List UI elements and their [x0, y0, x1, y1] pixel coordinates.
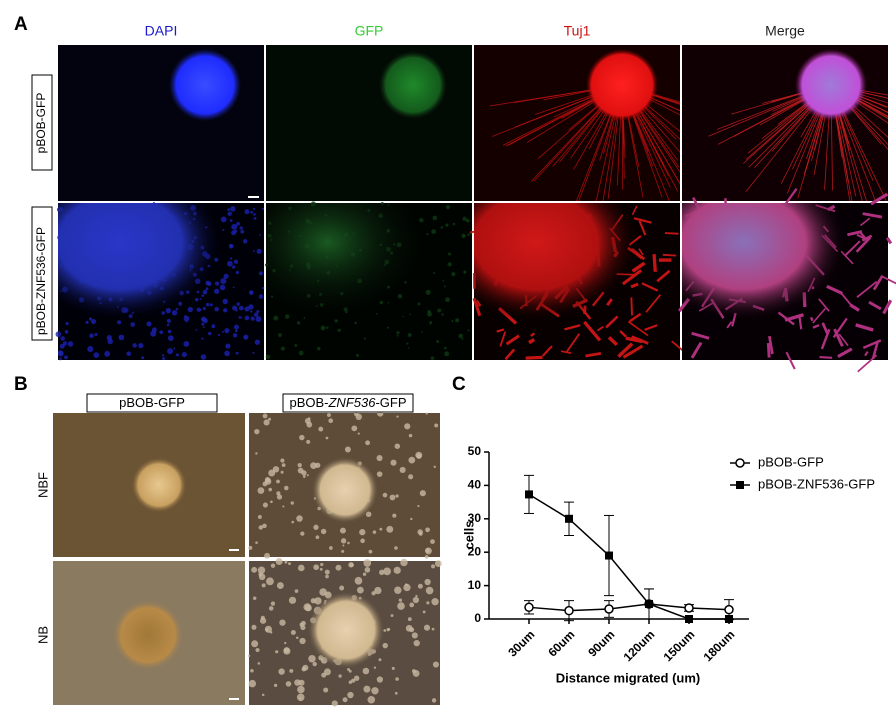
x-axis-label: Distance migrated (um) [556, 670, 700, 685]
marker [725, 615, 733, 623]
panel-label: B [14, 374, 28, 395]
y-tick-label: 20 [468, 544, 482, 558]
y-tick-label: 0 [474, 611, 481, 625]
x-tick-label: 180um [701, 627, 738, 664]
marker [684, 603, 694, 613]
legend-label: pBOB-GFP [758, 454, 824, 469]
y-axis-label: cells [461, 521, 476, 550]
panel-label: A [14, 14, 28, 35]
marker [565, 514, 573, 523]
y-tick-label: 30 [468, 511, 482, 525]
marker [564, 605, 574, 616]
series-line [528, 493, 729, 620]
x-tick-label: 120um [621, 627, 658, 664]
x-tick-label: 150um [661, 627, 698, 664]
column-header-part: pBOB- [289, 395, 328, 410]
marker [736, 481, 744, 489]
x-tick-label: 90um [585, 627, 617, 659]
series-line [528, 603, 730, 612]
column-header: GFP [355, 23, 384, 39]
x-tick-label: 30um [505, 627, 537, 659]
marker [645, 599, 653, 608]
row-label: pBOB-GFP [34, 93, 48, 154]
panel-label: C [452, 374, 466, 395]
marker [724, 604, 734, 615]
micrographs [53, 45, 896, 707]
labels: A B C DAPI GFP Tuj1 Merge pBOB-GFP pBOB-ZNF536-G… [14, 14, 805, 644]
line-chart: 0 10 20 30 40 50 30um 60um 90um 120um 150um 180um ce… [461, 444, 875, 685]
marker [685, 615, 693, 623]
y-tick-label: 40 [468, 478, 482, 492]
marker [735, 458, 745, 468]
column-header-box [86, 393, 218, 413]
row-label-box [31, 206, 53, 341]
column-header: pBOB-GFP [119, 395, 185, 410]
column-header: Tuj1 [564, 23, 591, 39]
y-tick-label: 50 [468, 444, 482, 458]
column-header-part: pBOB-GFP [119, 395, 185, 410]
marker [525, 490, 533, 499]
column-header-box [282, 393, 414, 413]
marker [604, 604, 614, 614]
column-header-part: ZNF536 [327, 395, 376, 410]
marker [605, 551, 613, 560]
row-label: pBOB-ZNF536-GFP [34, 227, 48, 335]
column-header: DAPI [145, 23, 178, 39]
row-label: NB [35, 626, 50, 644]
column-header: Merge [765, 23, 805, 39]
row-label-box [31, 74, 53, 171]
column-header-part: -GFP [375, 395, 406, 410]
legend-label: pBOB-ZNF536-GFP [758, 476, 875, 491]
column-header: pBOB-ZNF536-GFP [289, 395, 406, 410]
marker [524, 602, 534, 613]
y-tick-label: 10 [468, 578, 482, 592]
row-label: NBF [35, 472, 50, 498]
x-tick-label: 60um [545, 627, 577, 659]
